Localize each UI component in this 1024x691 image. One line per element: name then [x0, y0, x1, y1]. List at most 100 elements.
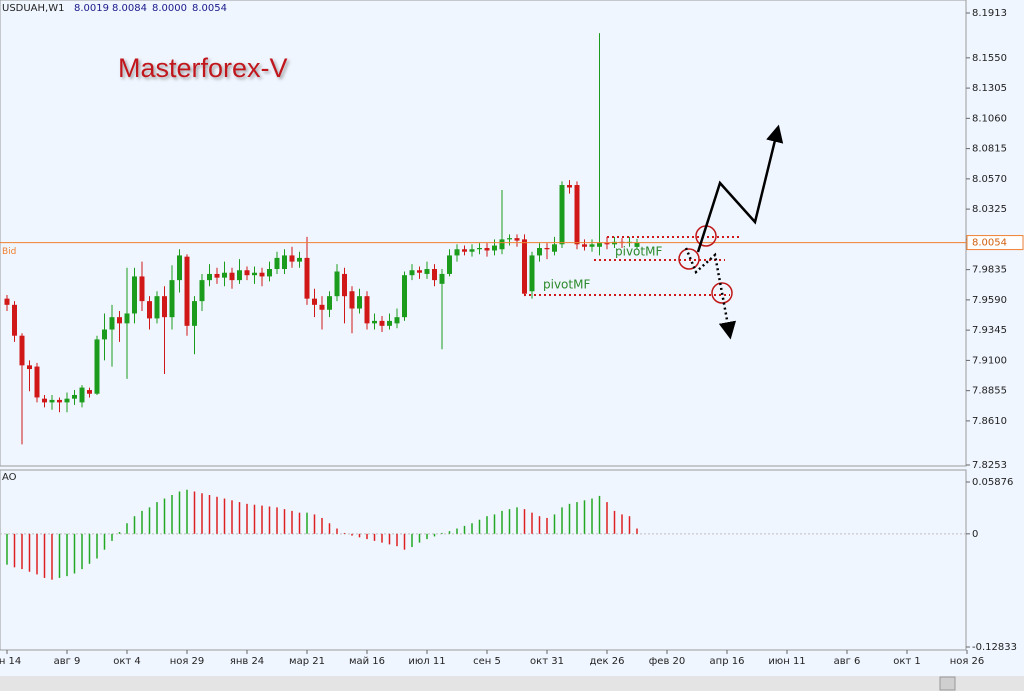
y-tick-label: -0.12833 [972, 642, 1017, 653]
x-tick-label: авг 6 [834, 656, 861, 667]
candle-body [514, 238, 520, 241]
candle-body [432, 269, 437, 281]
candle-body [162, 296, 167, 318]
candle-body [454, 249, 460, 256]
y-tick-label: 8.1550 [972, 53, 1007, 64]
candle-body [229, 272, 235, 281]
x-tick-label: он 14 [0, 656, 21, 667]
candle-body [207, 273, 212, 281]
candle-body [379, 320, 385, 326]
candle-body [327, 296, 332, 310]
y-tick-label: 0.05876 [972, 477, 1013, 488]
candle-body [79, 387, 85, 403]
x-tick-label: окт 31 [530, 656, 564, 667]
candle-body [387, 320, 392, 326]
candle-body [109, 317, 115, 330]
bid-price: 8.0054 [972, 238, 1007, 249]
ao-panel [0, 469, 967, 651]
x-tick-label: окт 1 [893, 656, 921, 667]
candle-body [447, 255, 452, 274]
candle-body [462, 249, 467, 252]
plot: 8.1913 8.1550 8.1305 8.1060 8.0815 8.0570 8.03… [0, 8, 1024, 667]
y-tick-label: 7.8253 [972, 460, 1007, 471]
y-tick-label: 8.0815 [972, 144, 1007, 155]
candle-body [582, 244, 587, 247]
candle-body [477, 248, 482, 250]
candle-body [289, 255, 295, 262]
header-close: 8.0054 [192, 3, 227, 14]
indicator-title: AO [2, 472, 17, 483]
candle-body [102, 329, 107, 340]
candle-body [222, 272, 227, 278]
pivot-label: pivotMF [543, 278, 590, 292]
symbol: USDUAH,W1 [2, 3, 64, 14]
candle-body [529, 255, 535, 292]
x-tick-label: сен 5 [473, 656, 501, 667]
candle-body [394, 317, 400, 324]
y-tick-label: 8.1305 [972, 83, 1007, 94]
candle-body [424, 269, 430, 274]
bid-label: Bid [2, 247, 16, 257]
x-tick-label: июл 11 [408, 656, 445, 667]
candle-body [342, 273, 347, 297]
candle-body [87, 390, 92, 394]
candle-body [349, 291, 355, 309]
candle-body [544, 248, 550, 250]
candle-body [537, 248, 542, 256]
header-low: 8.0000 [152, 3, 187, 14]
candle-body [267, 269, 272, 277]
candle-body [274, 257, 280, 270]
candle-body [304, 257, 310, 299]
x-tick-label: янв 24 [230, 656, 264, 667]
candle-body [124, 313, 130, 324]
candle-body [139, 276, 145, 302]
candle-body [34, 366, 40, 398]
x-tick-label: май 16 [349, 656, 385, 667]
candle-body [297, 257, 302, 262]
candle-body [259, 272, 265, 277]
scroll-thumb[interactable] [939, 676, 956, 691]
candle-body [604, 243, 610, 245]
y-tick-label: 7.9345 [972, 325, 1007, 336]
y-tick-label: 7.8855 [972, 386, 1007, 397]
candle-body [312, 298, 317, 305]
candle-body [282, 255, 287, 270]
bid-price-box [966, 235, 1024, 251]
candle-body [177, 255, 182, 281]
candle-body [199, 280, 205, 302]
candle-body [634, 242, 640, 247]
y-tick-label: 8.1060 [972, 113, 1007, 124]
header-open: 8.0019 [74, 3, 109, 14]
x-tick-label: дек 26 [589, 656, 624, 667]
drawings [524, 124, 784, 340]
candle-body [147, 301, 152, 319]
candle-body [567, 185, 572, 188]
scrollbar[interactable] [0, 676, 1024, 691]
header-high: 8.0084 [112, 3, 147, 14]
candle-body [364, 296, 370, 324]
candle-body [184, 256, 190, 326]
candle-body [244, 270, 250, 276]
candle-body [552, 244, 557, 252]
candle-body [49, 399, 55, 403]
candle-body [417, 270, 422, 273]
price-panel [0, 0, 967, 467]
candle-body [409, 270, 415, 276]
candle-body [72, 394, 77, 399]
x-tick-label: окт 4 [113, 656, 141, 667]
candle-body [597, 243, 602, 247]
x-tick-label: апр 16 [710, 656, 745, 667]
y-tick-label: 8.0570 [972, 174, 1007, 185]
candle-body [169, 280, 175, 318]
candle-body [64, 398, 70, 403]
candle-body [237, 270, 242, 281]
candle-body [252, 272, 257, 276]
candle-body [19, 335, 25, 366]
candle-body [12, 304, 17, 336]
x-tick-label: ноя 26 [950, 656, 985, 667]
candle-body [57, 399, 62, 403]
candle-body [94, 339, 100, 394]
candle-body [522, 239, 527, 294]
